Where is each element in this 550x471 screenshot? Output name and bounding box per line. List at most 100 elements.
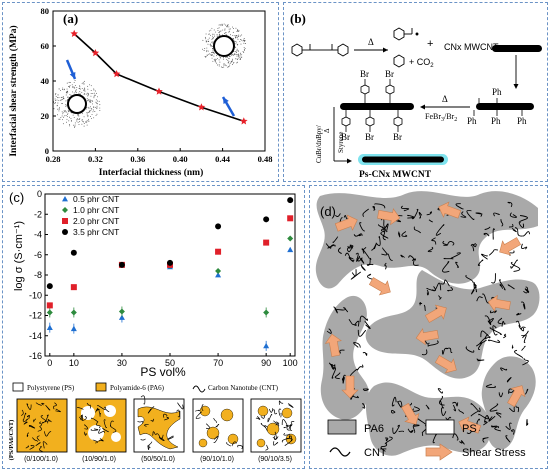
data-point	[287, 197, 293, 203]
y-axis-label: log σ (S·cm⁻¹)	[13, 221, 25, 291]
cubr-label: CuBr/dnBpy/	[315, 125, 323, 163]
legend-label: 1.0 phr CNT	[73, 205, 119, 215]
arrow-head-icon	[514, 84, 519, 89]
data-point	[155, 88, 163, 95]
x-axis-label: PS vol%	[140, 365, 186, 379]
x-tick-label: 100	[283, 358, 298, 368]
plus-sign: +	[427, 38, 433, 50]
benzoyl-radical-molecule	[394, 28, 418, 40]
data-point	[240, 117, 248, 124]
x-axis-label: Interfacial thickness (nm)	[99, 167, 204, 178]
x-tick-label: 10	[69, 358, 79, 368]
legend-label: 3.5 phr CNT	[73, 227, 119, 237]
up-arrow-icon	[223, 97, 234, 116]
data-point	[287, 247, 293, 252]
y-tick-label: -14	[29, 331, 42, 341]
styrene-label: Styrene	[337, 132, 345, 153]
y-tick-label: 80	[41, 6, 50, 16]
fiber-cross-section-thin	[53, 80, 100, 128]
br-label: Br	[365, 132, 374, 142]
x-tick-label: 0	[47, 358, 52, 368]
y-tick-label: -8	[34, 270, 42, 280]
cnx-label: CNx MWCNT	[444, 42, 499, 52]
morphology-sketches	[17, 396, 301, 452]
data-point	[62, 207, 68, 213]
data-point	[263, 240, 269, 246]
morphology-box	[134, 399, 184, 452]
ph-label: Ph	[467, 116, 477, 126]
composition-axis-label: (PS/PA6/CNT)	[8, 420, 15, 461]
legend-pa6-text: PA6	[364, 423, 384, 435]
data-point	[47, 302, 53, 308]
arrow-head-icon	[383, 48, 388, 53]
data-point	[71, 250, 77, 256]
x-tick-label: 0.44	[215, 154, 231, 164]
arrow-head-icon	[420, 105, 425, 110]
ps-nanotube	[362, 157, 444, 163]
data-point	[62, 196, 68, 201]
y-tick-label: -16	[29, 351, 42, 361]
ph-label: Ph	[492, 87, 502, 97]
reaction-scheme: (b) Δ + CO2 + CNx MWCNT	[284, 3, 546, 180]
br-label: Br	[360, 69, 369, 79]
benzoyl-peroxide-molecule	[292, 44, 348, 56]
panel-c: (c) log σ (S·cm⁻¹) PS vol% Polystyrene (…	[2, 185, 305, 469]
x-tick-label: 50	[165, 358, 175, 368]
composition-label: (50/50/1.0)	[141, 456, 175, 463]
legend-ps-text: Polystyrene (PS)	[27, 384, 75, 392]
phenyl-radical-molecule	[394, 55, 404, 67]
data-point	[71, 284, 77, 290]
x-tick-label: 70	[213, 358, 223, 368]
chart-legend: 0.5 phr CNT1.0 phr CNT2.0 phr CNT3.5 phr…	[62, 194, 119, 237]
x-tick-label: 0.32	[88, 154, 103, 164]
panel-b-letter: (b)	[290, 11, 306, 26]
data-point	[167, 260, 173, 266]
data-point	[119, 308, 125, 314]
data-point	[263, 309, 269, 315]
ps-swatch	[13, 383, 23, 391]
data-point	[263, 343, 269, 348]
ph-label: Ph	[517, 116, 527, 126]
data-point	[215, 249, 221, 255]
cnt-icon	[193, 386, 205, 392]
legend-label: 2.0 phr CNT	[73, 216, 119, 226]
y-tick-label: -4	[34, 230, 42, 240]
data-point	[62, 218, 68, 224]
panel-a-letter: (a)	[63, 11, 78, 26]
cnx-nanotube	[492, 45, 542, 52]
co2-label: + CO2	[409, 57, 434, 69]
y-tick-label: 0	[37, 189, 42, 199]
series-1	[47, 236, 293, 318]
composition-label: (10/90/1.0)	[82, 456, 116, 463]
data-point	[287, 215, 293, 221]
y-tick-label: -12	[29, 311, 42, 321]
br-label: Br	[393, 132, 402, 142]
panel-c-letter: (c)	[9, 190, 24, 205]
x-tick-label: 90	[261, 358, 271, 368]
down-arrow-icon	[67, 60, 75, 79]
y-tick-label: -2	[34, 209, 42, 219]
heat-symbol: Δ	[442, 94, 448, 104]
x-tick-label: 0.48	[258, 154, 273, 164]
composition-label: (90/10/3.5)	[258, 456, 292, 463]
pa-swatch	[96, 383, 106, 391]
data-point	[215, 223, 221, 229]
panel-d-letter: (d)	[320, 204, 336, 219]
data-point	[198, 103, 206, 110]
y-tick-label: 40	[41, 76, 50, 86]
data-point	[71, 309, 77, 315]
data-point	[215, 268, 221, 274]
morphology-box	[17, 399, 67, 452]
ps-swatch	[426, 420, 454, 434]
ps-cnx-label: Ps-CNx MWCNT	[359, 170, 432, 180]
x-tick-label: 0.40	[173, 154, 188, 164]
legend-pa-text: Polyamide-6 (PA6)	[110, 384, 165, 392]
x-tick-label: 0.36	[130, 154, 145, 164]
panel-d: (d) PA6 PS CNT Shear Stress	[309, 185, 548, 469]
composition-label: (0/100/1.0)	[24, 456, 58, 463]
data-point	[71, 326, 77, 331]
data-point	[263, 216, 269, 222]
panel-a: (a) Interfacial thickness (nm) Interfaci…	[2, 2, 279, 182]
data-point	[119, 262, 125, 268]
heat-symbol: Δ	[368, 37, 374, 47]
